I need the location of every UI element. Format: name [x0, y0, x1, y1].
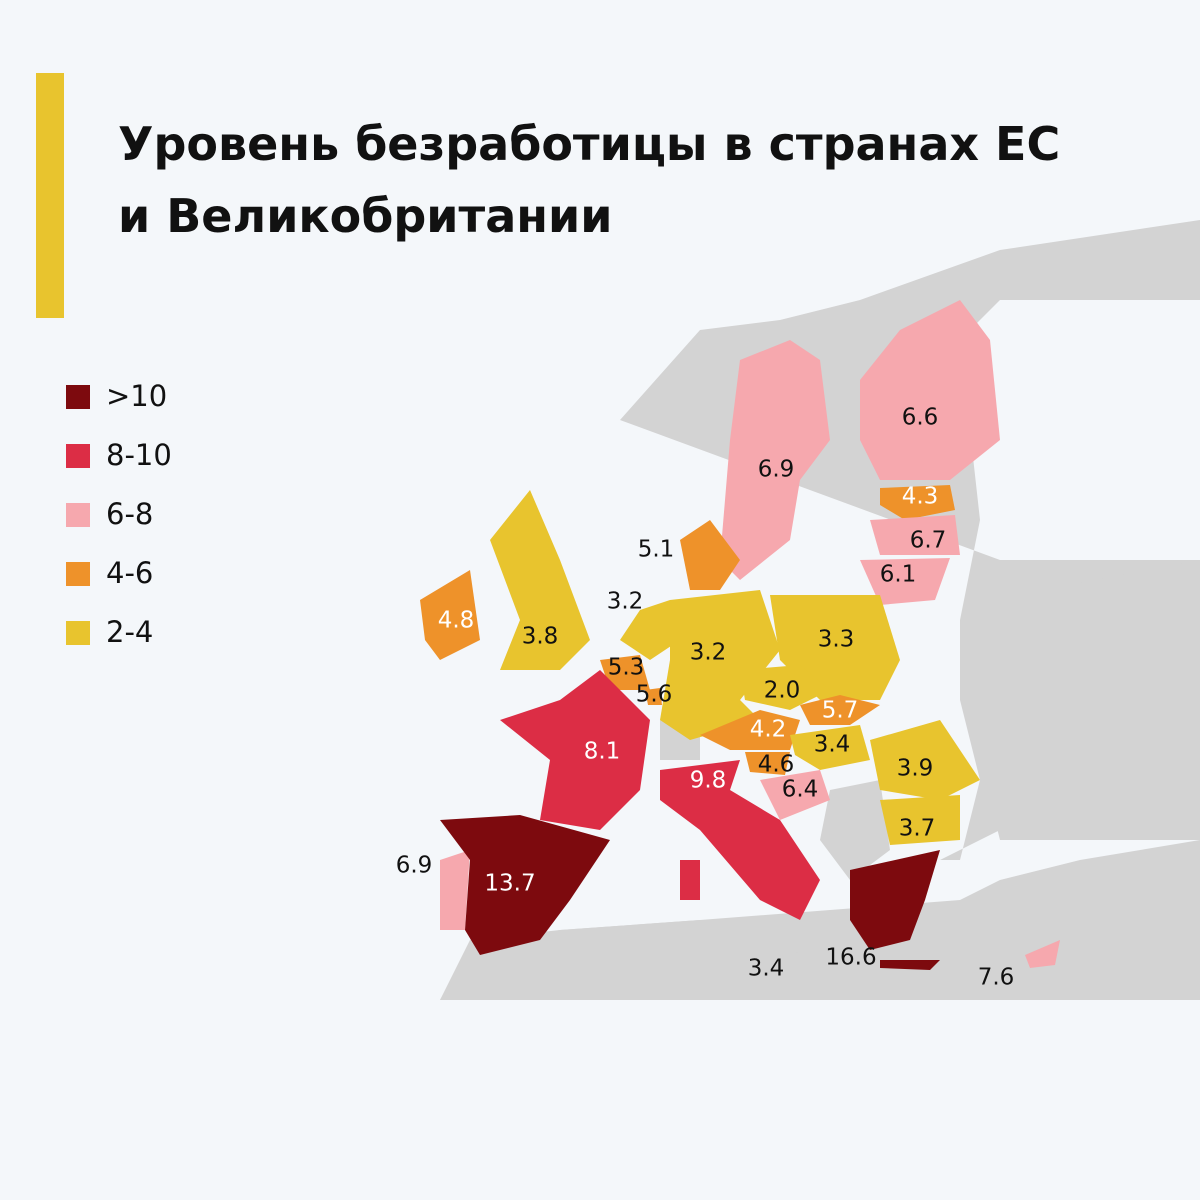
legend-label: 6-8: [106, 497, 153, 531]
region-value: 5.3: [608, 655, 645, 681]
region-value: 4.8: [438, 608, 475, 634]
legend-swatch: [66, 444, 90, 468]
countries: [420, 300, 1060, 970]
region-value: 5.1: [638, 537, 675, 563]
title: Уровень безработицы в странах ЕС и Велико…: [118, 117, 1060, 243]
legend: >10 8-10 6-8 4-6 2-4: [66, 379, 172, 649]
region-value: 3.9: [897, 756, 934, 782]
region-value: 6.7: [910, 528, 947, 554]
legend-swatch: [66, 621, 90, 645]
legend-swatch: [66, 562, 90, 586]
region-value: 16.6: [825, 945, 876, 971]
region-value: 5.7: [822, 698, 859, 724]
region-value: 5.6: [636, 682, 673, 708]
region-value: 3.7: [899, 816, 936, 842]
region-value: 3.2: [607, 589, 644, 615]
region-value: 4.6: [758, 752, 795, 778]
region-value: 3.3: [818, 627, 855, 653]
region-value: 6.9: [758, 457, 795, 483]
region-value: 7.6: [978, 965, 1015, 991]
region-value: 4.3: [902, 484, 939, 510]
region-value: 6.4: [782, 777, 819, 803]
region-value: 8.1: [584, 739, 621, 765]
region-value: 2.0: [764, 678, 801, 704]
region-value: 3.4: [748, 956, 785, 982]
legend-label: 8-10: [106, 438, 172, 472]
legend-label: 4-6: [106, 556, 153, 590]
legend-label: >10: [106, 379, 167, 413]
region-value: 6.1: [880, 562, 917, 588]
region-value: 3.8: [522, 624, 559, 650]
legend-swatch: [66, 503, 90, 527]
region-value: 6.6: [902, 405, 939, 431]
region-value: 3.4: [814, 732, 851, 758]
region-value: 9.8: [690, 768, 727, 794]
region-labels: 6.9 6.6 4.3 6.7 6.1 5.1 3.2 3.8 4.8 3.2 3.3 5.35.6 2…: [396, 405, 1015, 991]
title-accent: [36, 73, 64, 318]
region-value: 4.2: [750, 717, 787, 743]
region-value: 3.2: [690, 640, 727, 666]
legend-label: 2-4: [106, 615, 153, 649]
land-background: [440, 220, 1200, 1000]
region-value: 13.7: [484, 871, 535, 897]
region-value: 6.9: [396, 853, 433, 879]
legend-swatch: [66, 385, 90, 409]
